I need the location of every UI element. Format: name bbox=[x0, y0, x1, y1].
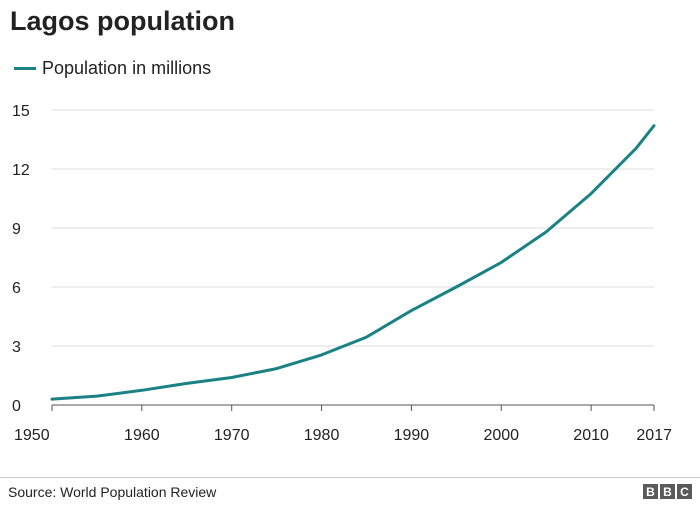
x-tick-label: 2000 bbox=[483, 427, 519, 444]
y-tick-label: 6 bbox=[12, 280, 21, 297]
x-tick-label: 2017 bbox=[636, 427, 672, 444]
line-chart: 0 3 6 9 12 15 1950 1960 1970 1980 1990 2000 2010 201… bbox=[12, 103, 672, 444]
y-tick-label: 15 bbox=[12, 103, 30, 120]
y-axis-tick-labels: 0 3 6 9 12 15 bbox=[12, 103, 30, 415]
y-tick-label: 0 bbox=[12, 398, 21, 415]
x-axis-tick-labels: 1950 1960 1970 1980 1990 2000 2010 2017 bbox=[14, 427, 672, 444]
bbc-logo: B B C bbox=[643, 484, 692, 499]
series-line bbox=[50, 124, 656, 401]
x-tick-label: 1980 bbox=[304, 427, 340, 444]
source-note: Source: World Population Review bbox=[8, 484, 217, 500]
grid-lines bbox=[52, 109, 654, 347]
footer-divider bbox=[0, 477, 700, 478]
x-tick-label: 1960 bbox=[124, 427, 160, 444]
x-tick-label: 1950 bbox=[14, 427, 50, 444]
chart-title: Lagos population bbox=[10, 6, 235, 36]
logo-letter: C bbox=[677, 484, 692, 499]
x-tick-label: 2010 bbox=[573, 427, 609, 444]
y-tick-label: 12 bbox=[12, 162, 30, 179]
logo-letter: B bbox=[660, 484, 675, 499]
logo-letter: B bbox=[643, 484, 658, 499]
x-tick-label: 1990 bbox=[394, 427, 430, 444]
x-tick-label: 1970 bbox=[214, 427, 250, 444]
y-tick-label: 3 bbox=[12, 339, 21, 356]
legend-label: Population in millions bbox=[42, 58, 212, 78]
y-tick-label: 9 bbox=[12, 221, 21, 238]
x-axis bbox=[51, 404, 655, 411]
legend: Population in millions bbox=[14, 58, 211, 79]
legend-swatch bbox=[14, 67, 36, 70]
series-layer bbox=[50, 124, 656, 401]
